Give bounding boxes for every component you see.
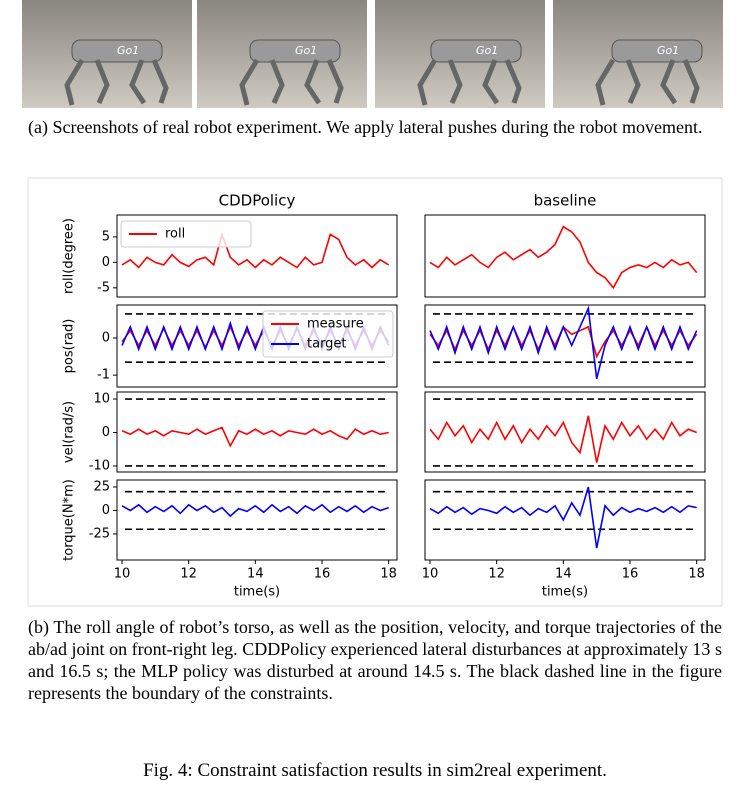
legend-box <box>120 220 252 248</box>
legend-label: target <box>307 337 347 352</box>
legend-box <box>262 310 394 358</box>
data-line <box>429 415 697 463</box>
y-tick-label: 25 <box>93 479 110 494</box>
legend-label: roll <box>165 227 185 242</box>
data-line <box>429 305 698 379</box>
axes-frame <box>424 479 706 561</box>
data-line <box>121 231 390 269</box>
y-tick-label: 0 <box>102 331 110 346</box>
robot-body <box>611 39 703 63</box>
x-tick-label: 12 <box>180 567 197 582</box>
y-tick-label: 5 <box>102 229 110 244</box>
axes-frame <box>424 304 706 388</box>
caption-a: (a) Screenshots of real robot experiment… <box>28 117 703 137</box>
legend-label: measure <box>307 317 364 332</box>
y-axis-label: roll(degree) <box>62 218 77 294</box>
x-tick-label: 14 <box>247 567 264 582</box>
y-tick-label: 0 <box>102 503 110 518</box>
data-line <box>429 225 698 290</box>
y-tick-label: -25 <box>89 526 110 541</box>
robot-label: Go1 <box>117 44 139 57</box>
caption-b: (b) The roll angle of robot’s torso, as … <box>28 617 722 703</box>
robot-legs <box>239 58 344 106</box>
x-axis-label: time(s) <box>542 585 588 600</box>
axes-frame <box>424 214 706 298</box>
x-tick-label: 10 <box>114 567 131 582</box>
robot-body <box>430 39 522 63</box>
axes-frame <box>116 479 398 561</box>
subplot-title: baseline <box>534 192 597 210</box>
y-tick-label: 0 <box>102 255 110 270</box>
robot-label: Go1 <box>657 44 679 57</box>
x-tick-label: 16 <box>622 567 639 582</box>
axes-frame <box>116 391 398 473</box>
y-axis-label: vel(rad/s) <box>62 401 77 463</box>
data-line <box>121 426 389 448</box>
x-axis-label: time(s) <box>234 585 280 600</box>
y-axis-label: pos(rad) <box>62 319 77 374</box>
x-tick-label: 12 <box>488 567 505 582</box>
y-tick-label: -5 <box>97 280 110 295</box>
x-tick-label: 16 <box>314 567 331 582</box>
robot-legs <box>64 58 169 106</box>
data-line <box>121 503 389 518</box>
x-tick-label: 10 <box>422 567 439 582</box>
subplot-title: CDDPolicy <box>219 192 296 210</box>
robot-legs <box>595 58 700 106</box>
x-tick-label: 18 <box>688 567 705 582</box>
data-line <box>429 324 698 359</box>
axes-frame <box>424 391 706 473</box>
robot-body <box>249 39 341 63</box>
chart-frame <box>27 177 723 607</box>
x-tick-label: 18 <box>380 567 397 582</box>
robot-legs <box>417 58 522 106</box>
data-line <box>429 486 697 549</box>
robot-label: Go1 <box>295 44 317 57</box>
axes-frame <box>116 214 398 298</box>
y-tick-label: -10 <box>89 458 110 473</box>
y-axis-label: torque(N*m) <box>62 479 77 561</box>
y-tick-label: 0 <box>102 425 110 440</box>
robot-label: Go1 <box>476 44 498 57</box>
robot-body <box>71 39 163 63</box>
figure-caption: Fig. 4: Constraint satisfaction results … <box>143 760 607 781</box>
y-tick-label: 10 <box>93 392 110 407</box>
y-tick-label: -1 <box>97 368 110 383</box>
x-tick-label: 14 <box>555 567 572 582</box>
axes-frame <box>116 304 398 388</box>
